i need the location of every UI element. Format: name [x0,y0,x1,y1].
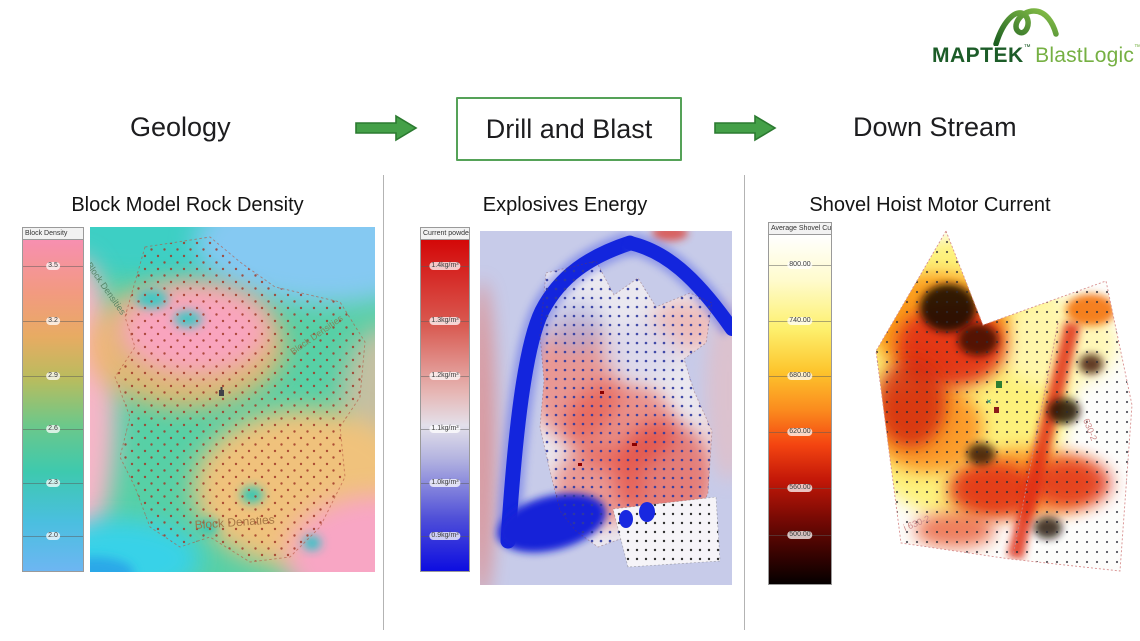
block-density-legend-title: Block Density [23,228,83,240]
legend-tick-label: 2.6 [46,424,60,433]
panel-title-block-model-rock-density: Block Model Rock Density [71,194,304,216]
logo-brand-tm: ™ [1023,44,1031,51]
powder-factor-legend: Current powder factor 1.4kg/m³ 1.3kg/m³ … [420,227,470,572]
survey-marker-icon: ✕ [986,381,1002,413]
legend-tick-label: 1.2kg/m³ [429,371,461,380]
legend-tick-label: 800.00 [787,260,813,269]
panel-title-shovel-hoist-motor-current: Shovel Hoist Motor Current [809,194,1051,216]
logo-product-tm: ™ [1134,44,1140,51]
shovel-hoist-current-map: ✕ 630-2 i 630-2 [875,229,1133,572]
legend-tick-label: 620.00 [787,428,813,437]
flow-box-drill-and-blast: Drill and Blast [456,97,682,161]
flow-step-geology: Geology [130,112,231,142]
logo-brand-text: MAPTEK [932,44,1024,67]
flow-step-drill-and-blast: Drill and Blast [485,113,653,144]
shovel-current-legend-title: Average Shovel Current ... [769,223,831,235]
legend-tick-label: 740.00 [787,316,813,325]
map-label-block-denaties-bottom: Block Denaties [194,512,275,532]
block-density-legend: Block Density 3.5 3.2 2.9 2.6 2.3 2.0 [22,227,84,572]
arrow-right-icon [355,114,418,142]
powder-factor-legend-title: Current powder factor [421,228,469,240]
legend-tick-label: 2.3 [46,479,60,488]
legend-tick-label: 1.3kg/m³ [429,317,461,326]
legend-tick-label: 500.00 [787,531,813,540]
panel-title-explosives-energy: Explosives Energy [482,194,648,216]
flow-step-down-stream: Down Stream [853,112,1017,142]
legend-tick-label: 2.9 [46,371,60,380]
panel-divider [744,175,745,630]
maptek-blastlogic-logo: MAPTEK™ BlastLogic™ [932,6,1140,72]
logo-product-text: BlastLogic [1035,44,1135,67]
legend-tick-label: 1.1kg/m³ [429,424,461,433]
blast-outline-dotted-region [114,236,366,563]
panel-divider [383,175,384,630]
logo-swoosh-icon [993,8,1059,46]
arrow-right-icon [714,114,777,142]
legend-tick-label: 1.0kg/m³ [429,479,461,488]
block-model-density-map: Block Densities Block Densities Block De… [90,227,375,572]
legend-tick-label: 2.0 [46,532,60,541]
legend-tick-label: 560.00 [787,484,813,493]
legend-tick-label: 3.2 [46,317,60,326]
legend-tick-label: 0.9kg/m³ [429,532,461,541]
legend-tick-label: 3.5 [46,262,60,271]
shovel-current-legend: Average Shovel Current ... 800.00 740.00… [768,222,832,585]
svg-text:✕: ✕ [986,399,992,406]
legend-tick-label: 1.4kg/m³ [429,262,461,271]
explosives-energy-map [480,231,732,585]
survey-marker-icon [219,387,224,396]
legend-tick-label: 680.00 [787,372,813,381]
